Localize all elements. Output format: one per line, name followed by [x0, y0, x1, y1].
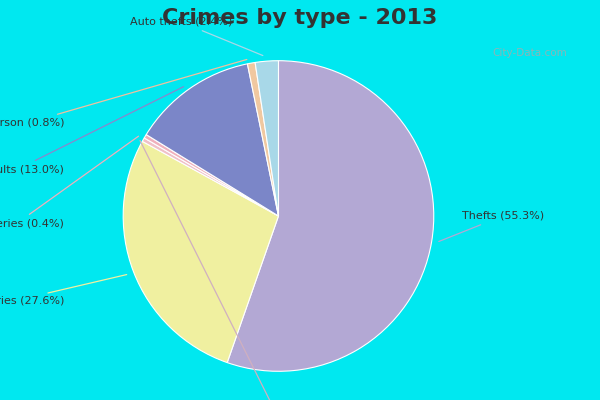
Text: City-Data.com: City-Data.com: [492, 48, 567, 58]
Wedge shape: [255, 61, 278, 216]
Text: Assaults (13.0%): Assaults (13.0%): [0, 87, 184, 174]
Text: Auto thefts (2.4%): Auto thefts (2.4%): [130, 17, 263, 56]
Text: Thefts (55.3%): Thefts (55.3%): [439, 211, 544, 242]
Text: Burglaries (27.6%): Burglaries (27.6%): [0, 274, 127, 306]
Wedge shape: [123, 141, 278, 362]
Text: Robberies (0.4%): Robberies (0.4%): [0, 136, 139, 229]
Wedge shape: [146, 64, 278, 216]
Wedge shape: [247, 62, 278, 216]
Text: Rapes (0.4%): Rapes (0.4%): [140, 140, 316, 400]
Wedge shape: [227, 61, 434, 371]
Text: Crimes by type - 2013: Crimes by type - 2013: [163, 8, 437, 28]
Text: Arson (0.8%): Arson (0.8%): [0, 60, 247, 128]
Wedge shape: [142, 138, 278, 216]
Wedge shape: [144, 134, 278, 216]
